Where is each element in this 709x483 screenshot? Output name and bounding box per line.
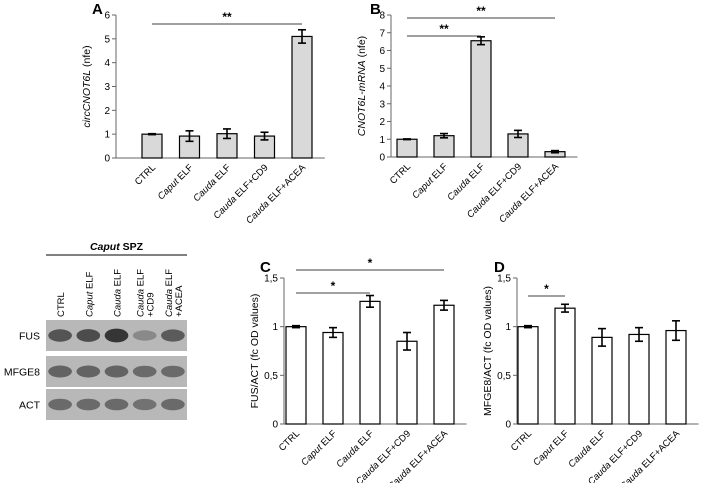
y-tick-label: 1	[379, 135, 385, 146]
blot-lane-label: Cauda ELF	[113, 269, 124, 317]
blot-band	[104, 365, 129, 378]
y-tick-label: 1	[104, 130, 110, 141]
bar-3	[470, 40, 492, 158]
x-category-label: CTRL	[388, 161, 413, 186]
significance-label: **	[222, 10, 232, 24]
blot-lane-label: Caput ELF	[84, 271, 95, 317]
bar-1	[141, 133, 163, 159]
panel-label: C	[260, 259, 271, 276]
blot-band	[76, 365, 101, 378]
blot-band	[104, 328, 129, 343]
x-category-label: Cauda ELF+ACEA	[618, 428, 682, 483]
significance-label: *	[331, 279, 336, 293]
y-tick-label: 1,5	[497, 274, 511, 285]
y-tick-label: 8	[379, 11, 385, 22]
panel-label: D	[494, 259, 505, 276]
blot-band	[161, 398, 185, 411]
blot-band	[48, 329, 72, 342]
y-tick-label: 5	[379, 64, 385, 75]
western-blot-panel: Caput SPZ CTRL Caput ELF Cauda ELF Cauda ELF…	[4, 241, 187, 420]
bar-4	[396, 340, 418, 425]
blot-band	[132, 330, 157, 341]
bar-2	[554, 307, 576, 425]
y-tick-label: 4	[379, 82, 385, 93]
y-tick-label: 0	[104, 154, 110, 165]
bar-4	[628, 333, 650, 425]
y-tick-label: 6	[379, 46, 385, 57]
y-tick-label: 3	[379, 99, 385, 110]
bar-5	[665, 329, 687, 425]
x-category-label: Cauda ELF+ACEA	[386, 428, 450, 483]
bar-1	[517, 326, 539, 425]
blot-band	[48, 365, 72, 378]
y-axis-label: FUS/ACT (fc OD values)	[249, 294, 261, 409]
y-tick-label: 1	[272, 322, 278, 333]
y-tick-label: 0,5	[264, 371, 278, 382]
y-axis-label: CNOT6L-mRNA (nfe)	[356, 36, 368, 136]
y-tick-label: 2	[104, 106, 110, 117]
blot-lane-label: Cauda ELF+ACEA	[164, 269, 185, 317]
blot-lane-label: Cauda ELF+CD9	[136, 269, 157, 317]
bar-5	[433, 304, 455, 425]
y-tick-label: 0	[505, 420, 511, 431]
blot-band	[132, 398, 157, 411]
y-tick-label: 4	[104, 58, 110, 69]
bar-1	[285, 326, 307, 425]
y-axis-label: MFGE8/ACT (fc OD values)	[482, 286, 494, 416]
y-tick-label: 6	[104, 11, 110, 22]
bar-3	[359, 300, 381, 425]
y-tick-label: 0	[379, 153, 385, 164]
y-tick-label: 0,5	[497, 371, 511, 382]
x-category-label: Caput ELF	[156, 162, 196, 202]
panel-label: B	[370, 1, 381, 18]
bar-2	[433, 135, 455, 158]
x-category-label: CTRL	[133, 162, 158, 187]
bar-2	[322, 331, 344, 425]
blot-band	[76, 398, 101, 411]
blot-band	[161, 329, 185, 342]
y-tick-label: 1,5	[264, 274, 278, 285]
y-tick-label: 1	[505, 322, 511, 333]
blot-lane-label: CTRL	[56, 292, 67, 317]
bar-5	[291, 35, 313, 159]
bar-3	[591, 336, 613, 425]
y-tick-label: 0	[272, 420, 278, 431]
blot-row-label: MFGE8	[4, 367, 40, 379]
y-tick-label: 3	[104, 82, 110, 93]
significance-label: *	[368, 256, 373, 270]
blot-band	[161, 365, 185, 378]
significance-label: *	[544, 282, 549, 296]
y-tick-label: 2	[379, 117, 385, 128]
blot-band	[104, 398, 129, 411]
blot-row-label: ACT	[19, 400, 41, 412]
blot-title: Caput SPZ	[90, 241, 144, 253]
panel-label: A	[92, 1, 103, 18]
significance-label: **	[439, 22, 449, 36]
x-category-label: CTRL	[277, 428, 302, 453]
blot-band	[76, 329, 101, 342]
bar-1	[396, 138, 418, 158]
blot-row-label: FUS	[19, 331, 40, 343]
significance-label: **	[476, 4, 486, 18]
x-category-label: CTRL	[509, 428, 534, 453]
blot-band	[132, 365, 157, 378]
y-tick-label: 7	[379, 28, 385, 39]
y-axis-label: circCNOT6L (nfe)	[81, 45, 93, 127]
y-tick-label: 5	[104, 34, 110, 45]
blot-band	[48, 398, 72, 411]
